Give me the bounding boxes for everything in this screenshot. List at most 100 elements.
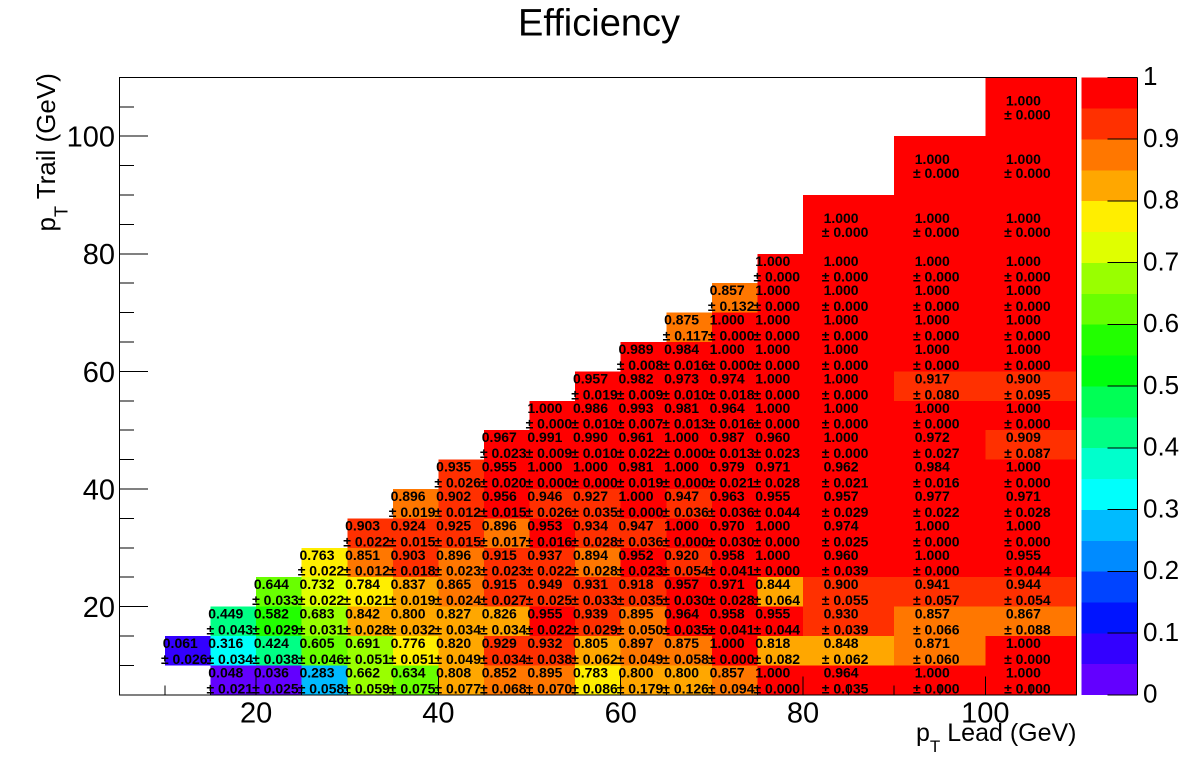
svg-text:0.3: 0.3	[1143, 493, 1179, 523]
svg-text:40: 40	[422, 698, 454, 730]
svg-text:± 0.000: ± 0.000	[913, 224, 960, 240]
svg-text:± 0.000: ± 0.000	[1004, 680, 1051, 696]
svg-text:± 0.000: ± 0.000	[1004, 106, 1051, 122]
svg-text:0.818: 0.818	[755, 635, 790, 651]
svg-text:± 0.051: ± 0.051	[389, 651, 436, 667]
svg-text:± 0.032: ± 0.032	[389, 622, 436, 638]
svg-text:0.967: 0.967	[482, 429, 517, 445]
svg-text:0.929: 0.929	[482, 635, 517, 651]
svg-text:0.925: 0.925	[436, 517, 471, 533]
svg-text:1.000: 1.000	[824, 400, 859, 416]
svg-text:± 0.000: ± 0.000	[662, 533, 709, 549]
svg-text:0.8: 0.8	[1143, 185, 1179, 215]
svg-text:0.927: 0.927	[573, 488, 608, 504]
svg-text:± 0.055: ± 0.055	[822, 592, 869, 608]
svg-text:0.783: 0.783	[573, 664, 608, 680]
svg-text:± 0.000: ± 0.000	[526, 475, 573, 491]
svg-text:± 0.094: ± 0.094	[708, 680, 755, 696]
svg-text:1.000: 1.000	[1006, 253, 1041, 269]
svg-text:60: 60	[83, 357, 115, 389]
svg-text:± 0.088: ± 0.088	[1004, 622, 1051, 638]
svg-text:1.000: 1.000	[915, 210, 950, 226]
svg-text:± 0.028: ± 0.028	[1004, 504, 1051, 520]
svg-text:± 0.000: ± 0.000	[753, 357, 800, 373]
svg-text:1.000: 1.000	[915, 151, 950, 167]
svg-text:± 0.054: ± 0.054	[1004, 592, 1051, 608]
svg-text:± 0.000: ± 0.000	[1004, 298, 1051, 314]
svg-text:0.763: 0.763	[299, 547, 334, 563]
svg-text:1.000: 1.000	[755, 547, 790, 563]
svg-text:0.842: 0.842	[345, 606, 380, 622]
svg-text:± 0.000: ± 0.000	[822, 269, 869, 285]
svg-text:± 0.036: ± 0.036	[708, 504, 755, 520]
svg-text:± 0.044: ± 0.044	[753, 622, 800, 638]
svg-text:± 0.009: ± 0.009	[617, 386, 664, 402]
svg-text:± 0.080: ± 0.080	[913, 386, 960, 402]
svg-text:± 0.036: ± 0.036	[662, 504, 709, 520]
svg-text:0.784: 0.784	[345, 576, 380, 592]
svg-text:± 0.000: ± 0.000	[526, 416, 573, 432]
svg-text:0.931: 0.931	[573, 576, 608, 592]
svg-text:± 0.050: ± 0.050	[617, 622, 664, 638]
svg-text:0.902: 0.902	[436, 488, 471, 504]
svg-text:0.900: 0.900	[1006, 370, 1041, 386]
svg-text:0.867: 0.867	[1006, 606, 1041, 622]
svg-text:± 0.028: ± 0.028	[343, 622, 390, 638]
svg-text:± 0.020: ± 0.020	[480, 475, 527, 491]
svg-text:0.662: 0.662	[345, 664, 380, 680]
svg-text:0.857: 0.857	[710, 282, 745, 298]
svg-text:20: 20	[240, 698, 272, 730]
svg-text:± 0.025: ± 0.025	[822, 533, 869, 549]
svg-text:1.000: 1.000	[755, 341, 790, 357]
svg-text:± 0.043: ± 0.043	[206, 622, 253, 638]
svg-text:1.000: 1.000	[824, 210, 859, 226]
svg-text:± 0.021: ± 0.021	[708, 475, 755, 491]
svg-text:± 0.000: ± 0.000	[913, 269, 960, 285]
svg-text:± 0.029: ± 0.029	[822, 504, 869, 520]
svg-text:0.865: 0.865	[436, 576, 471, 592]
svg-text:± 0.000: ± 0.000	[753, 386, 800, 402]
svg-text:± 0.000: ± 0.000	[822, 386, 869, 402]
svg-text:± 0.000: ± 0.000	[1004, 165, 1051, 181]
svg-text:1.000: 1.000	[710, 312, 745, 328]
svg-text:0.900: 0.900	[824, 576, 859, 592]
svg-text:± 0.132: ± 0.132	[708, 298, 755, 314]
svg-text:0.848: 0.848	[824, 635, 859, 651]
svg-text:0.956: 0.956	[482, 488, 517, 504]
svg-text:0.9: 0.9	[1143, 123, 1179, 153]
svg-text:0.974: 0.974	[824, 517, 859, 533]
svg-text:0.955: 0.955	[755, 488, 790, 504]
svg-text:1.000: 1.000	[1006, 664, 1041, 680]
svg-text:60: 60	[605, 698, 637, 730]
svg-text:± 0.000: ± 0.000	[1004, 416, 1051, 432]
svg-text:± 0.019: ± 0.019	[389, 592, 436, 608]
svg-text:± 0.019: ± 0.019	[571, 386, 618, 402]
svg-text:± 0.027: ± 0.027	[913, 445, 960, 461]
svg-text:1.000: 1.000	[755, 312, 790, 328]
svg-text:± 0.000: ± 0.000	[753, 680, 800, 696]
svg-text:0.939: 0.939	[573, 606, 608, 622]
svg-text:± 0.000: ± 0.000	[822, 357, 869, 373]
svg-text:± 0.179: ± 0.179	[617, 680, 664, 696]
svg-text:0.852: 0.852	[482, 664, 517, 680]
svg-text:± 0.000: ± 0.000	[708, 328, 755, 344]
svg-text:0.957: 0.957	[573, 370, 608, 386]
svg-text:1.000: 1.000	[1006, 151, 1041, 167]
svg-text:0.582: 0.582	[254, 606, 289, 622]
svg-text:0.2: 0.2	[1143, 555, 1179, 585]
svg-text:1.000: 1.000	[755, 664, 790, 680]
svg-text:± 0.035: ± 0.035	[571, 504, 618, 520]
svg-text:± 0.034: ± 0.034	[480, 622, 527, 638]
svg-text:0.896: 0.896	[391, 488, 426, 504]
svg-text:0.944: 0.944	[1006, 576, 1041, 592]
svg-text:0.961: 0.961	[618, 429, 653, 445]
svg-text:± 0.036: ± 0.036	[617, 533, 664, 549]
svg-text:1.000: 1.000	[915, 341, 950, 357]
svg-text:0.732: 0.732	[299, 576, 334, 592]
svg-text:0.949: 0.949	[527, 576, 562, 592]
svg-text:1.000: 1.000	[527, 459, 562, 475]
svg-text:1.000: 1.000	[755, 253, 790, 269]
svg-text:0.920: 0.920	[664, 547, 699, 563]
svg-text:0.955: 0.955	[527, 606, 562, 622]
svg-text:0.644: 0.644	[254, 576, 289, 592]
